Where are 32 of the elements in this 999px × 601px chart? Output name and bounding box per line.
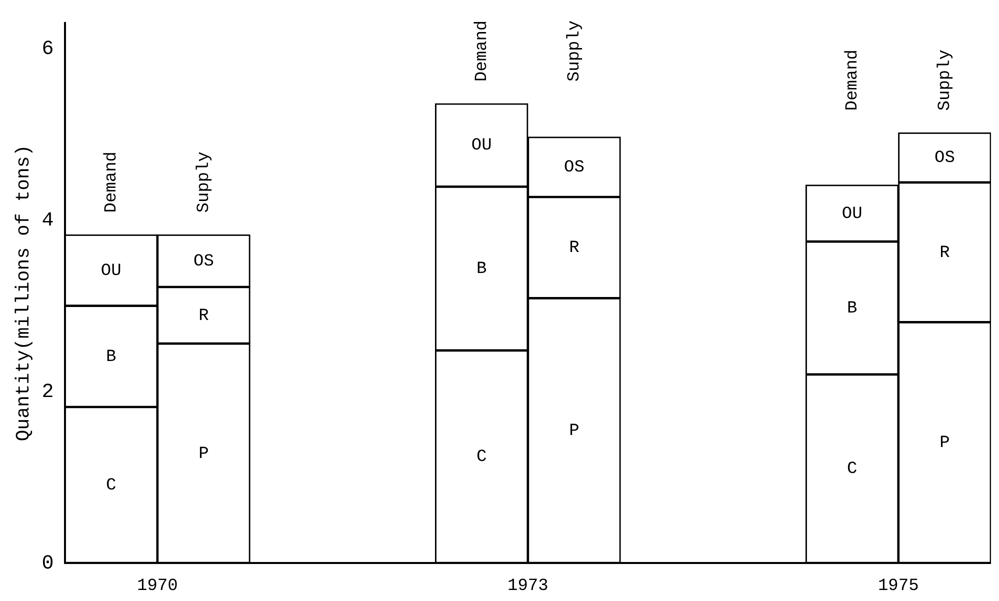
text: OS <box>564 158 584 178</box>
y-tick-label: 2 <box>42 380 54 404</box>
x-tick-label: Supply <box>566 20 585 82</box>
y-tick-label: 6 <box>42 38 54 62</box>
text: P <box>569 422 580 442</box>
text: B <box>846 300 858 318</box>
text: OU <box>100 262 122 281</box>
x-tick-label: Demand <box>473 20 492 82</box>
text: C <box>846 460 858 480</box>
series-label: P <box>198 444 209 464</box>
text: B <box>476 260 487 280</box>
text: 1975 <box>878 577 919 596</box>
y-axis-title: Quantity(millions of tons) <box>12 144 34 442</box>
text: C <box>476 448 487 468</box>
text: 1970 <box>137 577 178 596</box>
series-label: B <box>106 348 116 367</box>
text: 1973 <box>507 577 548 596</box>
series-label: OU <box>842 204 862 224</box>
text: OU <box>471 136 492 156</box>
text: OS <box>194 252 214 272</box>
x-tick-label: Supply <box>195 151 214 213</box>
series-label: R <box>198 306 209 326</box>
x-tick-label: Demand <box>102 151 122 213</box>
y-tick-label: 4 <box>42 209 54 232</box>
x-tick-label: Demand <box>844 49 863 111</box>
text: P <box>940 434 950 454</box>
text: R <box>569 239 580 258</box>
text: R <box>940 244 950 263</box>
x-tick-label: Supply <box>936 49 956 111</box>
y-tick-label: 0 <box>42 552 54 576</box>
series-label: OS <box>934 149 955 168</box>
series-label: C <box>106 476 116 496</box>
